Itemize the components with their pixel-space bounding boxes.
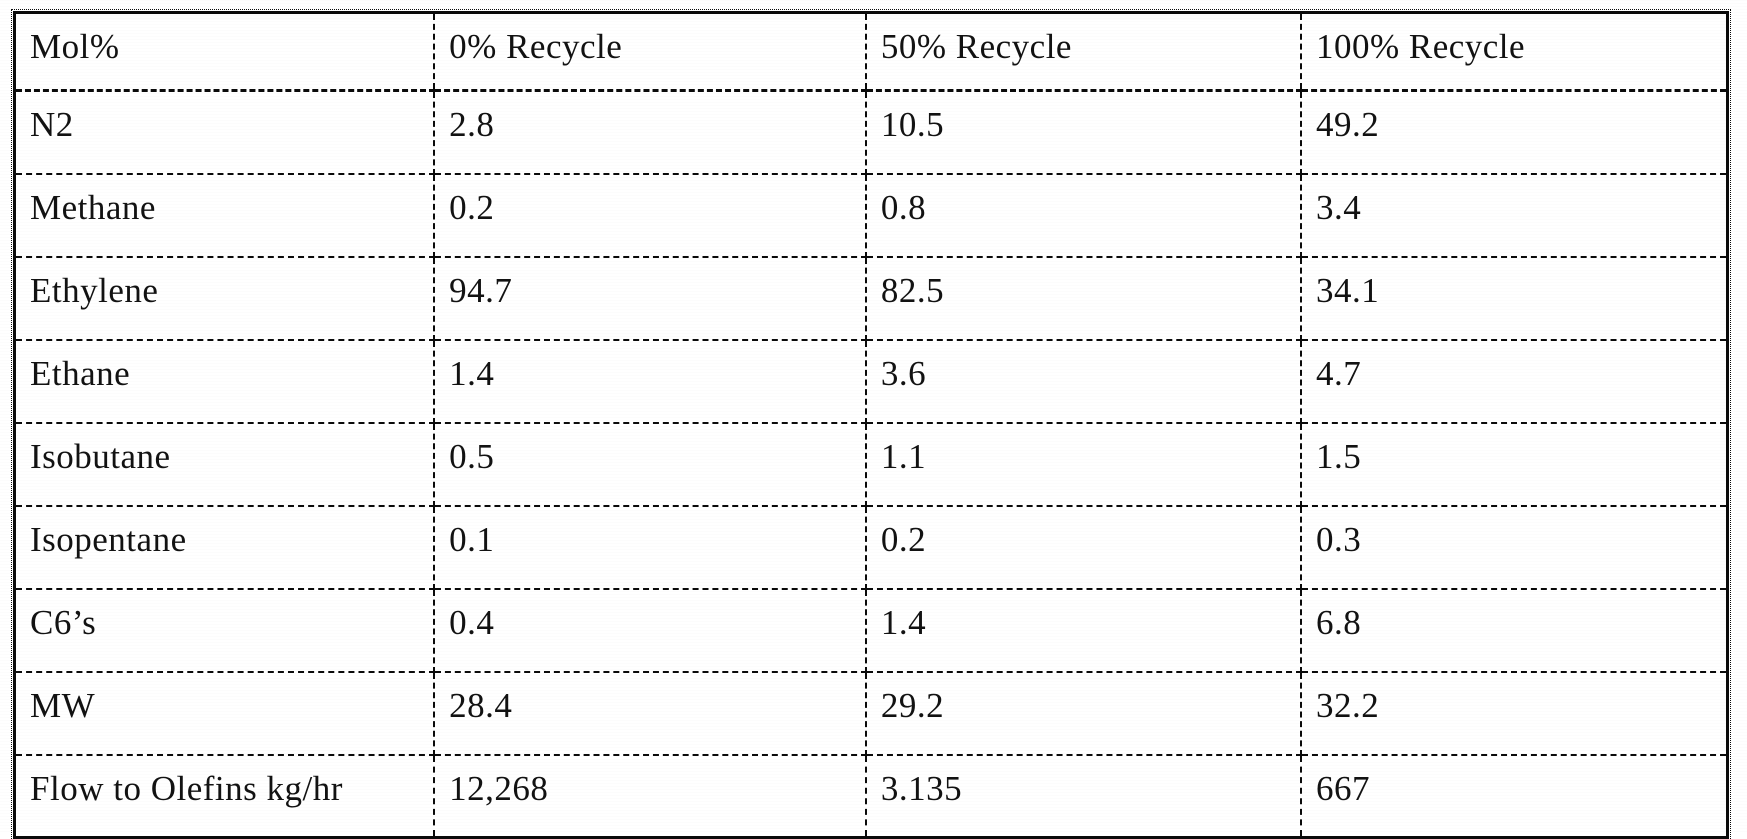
table-row: N2 2.8 10.5 49.2	[13, 89, 1729, 175]
row-label: Isopentane	[13, 504, 436, 590]
value-cell: 28.4	[433, 670, 867, 756]
value-cell: 3.135	[864, 753, 1302, 839]
table-header-row: Mol% 0% Recycle 50% Recycle 100% Recycle	[13, 11, 1729, 92]
row-label: Ethane	[13, 338, 436, 424]
value-cell: 12,268	[433, 753, 867, 839]
table-body: N2 2.8 10.5 49.2 Methane 0.2 0.8 3.4 Eth…	[13, 89, 1729, 839]
header-cell-50-recycle: 50% Recycle	[864, 11, 1302, 92]
row-label: N2	[13, 89, 436, 175]
value-cell: 0.8	[864, 172, 1302, 258]
value-cell: 1.5	[1299, 421, 1729, 507]
row-label: Isobutane	[13, 421, 436, 507]
value-cell: 4.7	[1299, 338, 1729, 424]
value-cell: 0.3	[1299, 504, 1729, 590]
value-cell: 10.5	[864, 89, 1302, 175]
table-row: Isobutane 0.5 1.1 1.5	[13, 421, 1729, 507]
table-row: Flow to Olefins kg/hr 12,268 3.135 667	[13, 753, 1729, 839]
value-cell: 0.2	[433, 172, 867, 258]
row-label: Methane	[13, 172, 436, 258]
value-cell: 667	[1299, 753, 1729, 839]
table-row: Isopentane 0.1 0.2 0.3	[13, 504, 1729, 590]
value-cell: 32.2	[1299, 670, 1729, 756]
value-cell: 1.1	[864, 421, 1302, 507]
header-cell-mol-percent: Mol%	[13, 11, 436, 92]
value-cell: 34.1	[1299, 255, 1729, 341]
value-cell: 29.2	[864, 670, 1302, 756]
composition-table: Mol% 0% Recycle 50% Recycle 100% Recycle…	[11, 9, 1731, 839]
value-cell: 1.4	[864, 587, 1302, 673]
table-row: MW 28.4 29.2 32.2	[13, 670, 1729, 756]
table-row: Ethylene 94.7 82.5 34.1	[13, 255, 1729, 341]
value-cell: 2.8	[433, 89, 867, 175]
value-cell: 0.1	[433, 504, 867, 590]
row-label: Flow to Olefins kg/hr	[13, 753, 436, 839]
value-cell: 0.5	[433, 421, 867, 507]
value-cell: 3.6	[864, 338, 1302, 424]
value-cell: 6.8	[1299, 587, 1729, 673]
header-cell-100-recycle: 100% Recycle	[1299, 11, 1729, 92]
header-cell-0-recycle: 0% Recycle	[433, 11, 867, 92]
row-label: C6’s	[13, 587, 436, 673]
value-cell: 82.5	[864, 255, 1302, 341]
table-row: C6’s 0.4 1.4 6.8	[13, 587, 1729, 673]
table-row: Methane 0.2 0.8 3.4	[13, 172, 1729, 258]
row-label: MW	[13, 670, 436, 756]
value-cell: 3.4	[1299, 172, 1729, 258]
value-cell: 94.7	[433, 255, 867, 341]
table-row: Ethane 1.4 3.6 4.7	[13, 338, 1729, 424]
value-cell: 0.2	[864, 504, 1302, 590]
value-cell: 49.2	[1299, 89, 1729, 175]
value-cell: 0.4	[433, 587, 867, 673]
value-cell: 1.4	[433, 338, 867, 424]
row-label: Ethylene	[13, 255, 436, 341]
